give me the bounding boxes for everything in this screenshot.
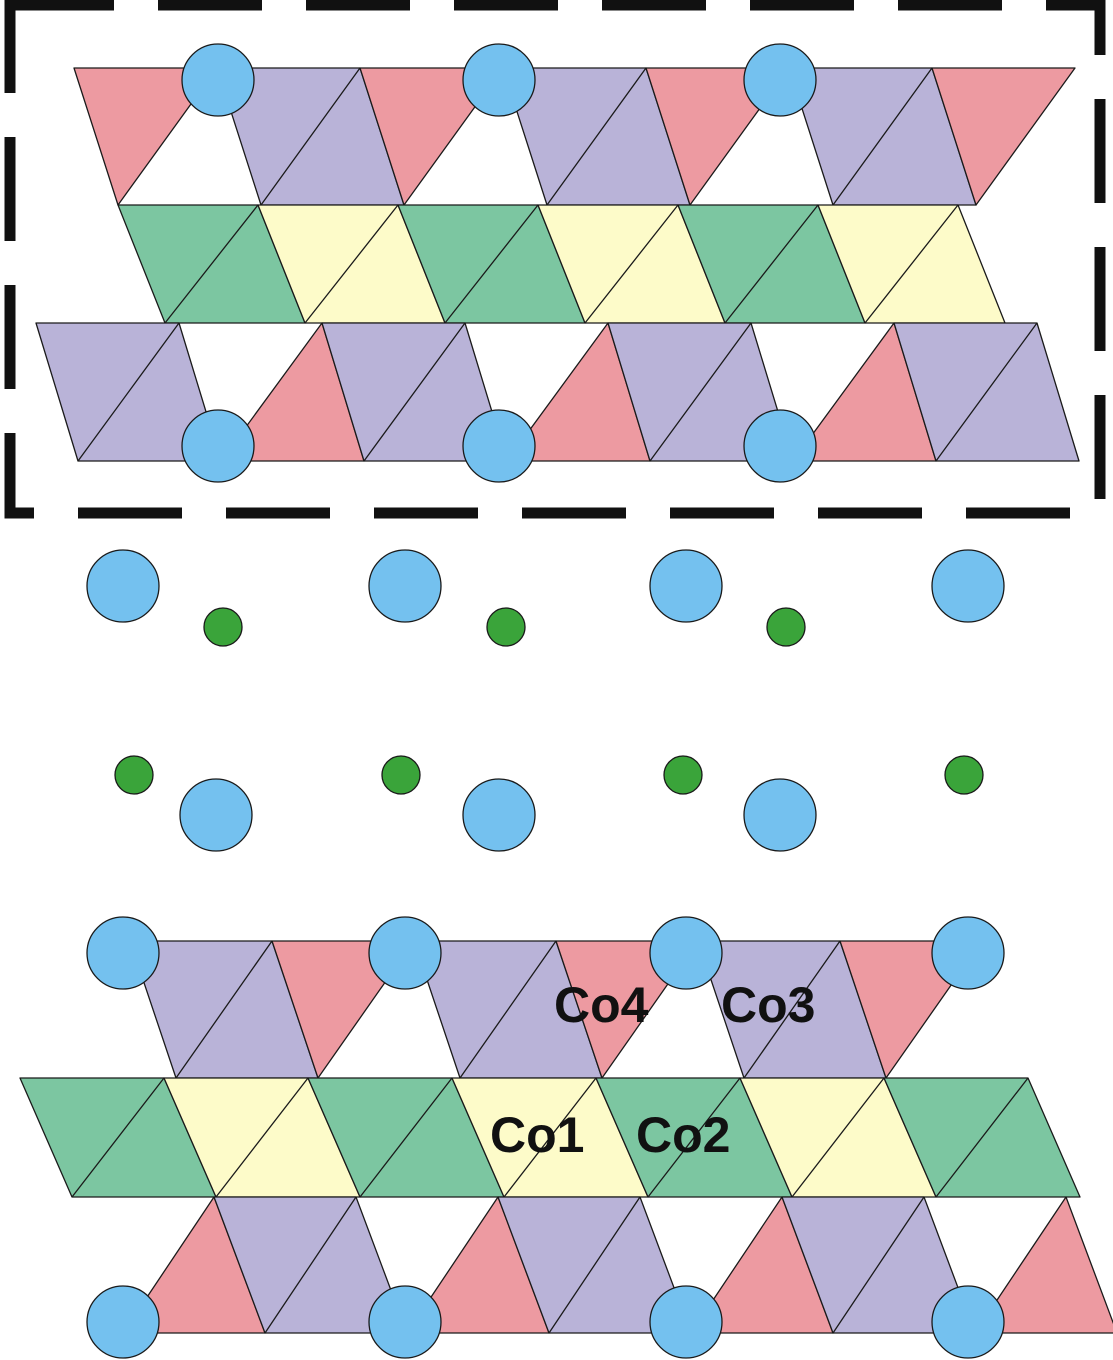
large-blue-atom xyxy=(743,43,817,117)
large-blue-atom xyxy=(368,916,442,990)
small-green-atom xyxy=(663,755,703,795)
upper-top-layer-pink-tetrahedron xyxy=(73,67,218,206)
lower-top-layer-purple-octahedron-edge xyxy=(743,940,841,1079)
lower-bottom-layer-purple-octahedron-edge xyxy=(264,1196,357,1334)
lower-band-octahedron-edge xyxy=(935,1077,1029,1198)
large-blue-atom xyxy=(368,549,442,623)
large-blue-atom xyxy=(462,778,536,852)
upper-top-layer-purple-octahedron-edge xyxy=(546,67,647,206)
large-blue-atom xyxy=(931,916,1005,990)
label-co4: Co4 xyxy=(554,977,649,1033)
upper-band-octahedron-edge xyxy=(584,204,679,324)
lower-bottom-layer-pink-tetrahedron xyxy=(974,1196,1113,1334)
large-blue-atom xyxy=(179,778,253,852)
large-blue-atom xyxy=(181,409,255,483)
lower-band-octahedron-edge xyxy=(503,1077,597,1198)
large-blue-atom xyxy=(368,1285,442,1359)
large-blue-atom xyxy=(649,1285,723,1359)
lower-top-layer-purple-octahedron-edge xyxy=(175,940,273,1079)
upper-top-layer-purple-octahedron-edge xyxy=(260,67,361,206)
lower-bottom-layer-purple-octahedron-edge xyxy=(832,1196,925,1334)
large-blue-atom xyxy=(743,409,817,483)
dashed-frame-border xyxy=(4,0,1106,519)
lower-band-octahedron-edge xyxy=(647,1077,741,1198)
lower-band-octahedron-edge xyxy=(71,1077,165,1198)
small-green-atom xyxy=(381,755,421,795)
large-blue-atom xyxy=(181,43,255,117)
upper-band-octahedron-edge xyxy=(304,204,399,324)
atom-layer xyxy=(86,43,1005,1359)
lower-band-octahedron-edge xyxy=(791,1077,885,1198)
large-blue-atom xyxy=(86,1285,160,1359)
small-green-atom xyxy=(766,607,806,647)
lower-top-layer-purple-octahedron-edge xyxy=(459,940,557,1079)
small-green-atom xyxy=(114,755,154,795)
large-blue-atom xyxy=(462,409,536,483)
small-green-atom xyxy=(486,607,526,647)
large-blue-atom xyxy=(86,916,160,990)
large-blue-atom xyxy=(931,549,1005,623)
large-blue-atom xyxy=(649,916,723,990)
small-green-atom xyxy=(203,607,243,647)
label-co3: Co3 xyxy=(721,977,815,1033)
large-blue-atom xyxy=(931,1285,1005,1359)
small-green-atom xyxy=(944,755,984,795)
lower-band-octahedron-edge xyxy=(359,1077,453,1198)
large-blue-atom xyxy=(462,43,536,117)
upper-top-layer-purple-octahedron-edge xyxy=(832,67,933,206)
large-blue-atom xyxy=(86,549,160,623)
upper-bottom-layer-purple-octahedron-edge xyxy=(77,322,180,462)
upper-top-layer-pink-tetrahedron xyxy=(931,67,1076,206)
large-blue-atom xyxy=(743,778,817,852)
upper-bottom-layer-purple-octahedron-edge xyxy=(363,322,466,462)
lower-bottom-layer-purple-octahedron-edge xyxy=(548,1196,641,1334)
upper-band-octahedron-edge xyxy=(724,204,819,324)
site-labels: Co4 Co3 Co1 Co2 xyxy=(490,977,815,1163)
upper-band-octahedron-edge xyxy=(444,204,539,324)
upper-band-octahedron-edge xyxy=(164,204,259,324)
label-co2: Co2 xyxy=(636,1107,730,1163)
lower-band-octahedron-edge xyxy=(215,1077,309,1198)
upper-band-octahedron-edge xyxy=(864,204,959,324)
dashed-unit-frame xyxy=(4,0,1106,519)
upper-bottom-layer-purple-octahedron-edge xyxy=(649,322,752,462)
label-co1: Co1 xyxy=(490,1107,584,1163)
large-blue-atom xyxy=(649,549,723,623)
upper-bottom-layer-purple-octahedron-edge xyxy=(935,322,1038,462)
upper-top-layer-pink-tetrahedron xyxy=(359,67,504,206)
